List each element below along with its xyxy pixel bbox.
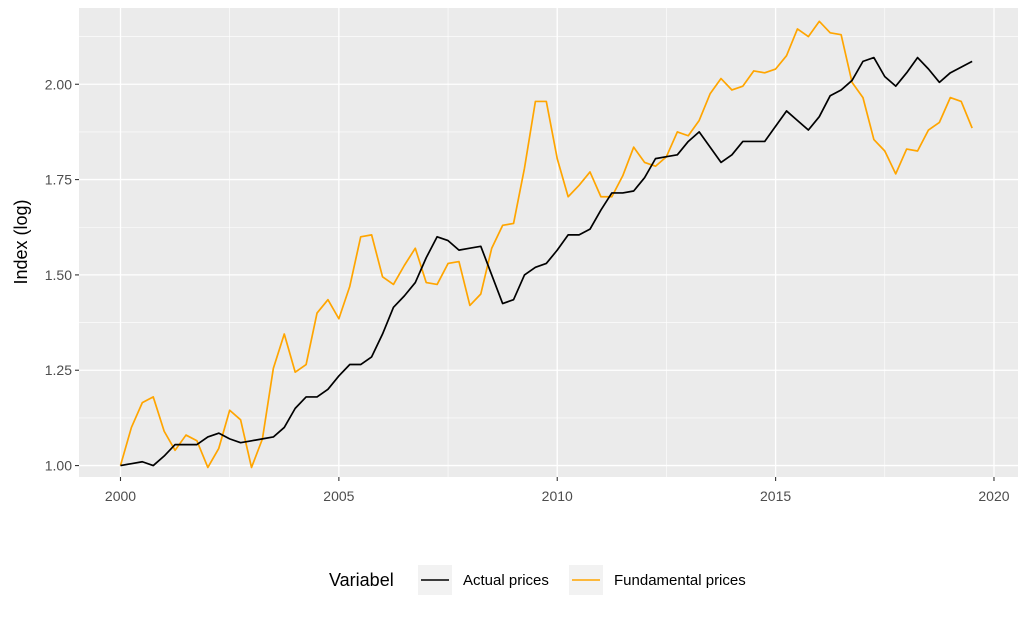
y-axis-title: Index (log) bbox=[11, 199, 31, 284]
x-tick-label: 2010 bbox=[542, 488, 573, 504]
y-tick-label: 2.00 bbox=[45, 76, 72, 92]
y-axis: 1.00 1.25 1.50 1.75 2.00 bbox=[45, 76, 79, 474]
x-axis: 2000 2005 2010 2015 2020 bbox=[105, 477, 1010, 504]
x-tick-label: 2015 bbox=[760, 488, 791, 504]
legend-title: Variabel bbox=[329, 570, 394, 590]
x-tick-label: 2000 bbox=[105, 488, 136, 504]
legend-label-fundamental: Fundamental prices bbox=[614, 572, 746, 589]
series-lines bbox=[119, 20, 973, 469]
x-tick-label: 2005 bbox=[323, 488, 354, 504]
y-tick-label: 1.75 bbox=[45, 172, 72, 188]
y-tick-label: 1.00 bbox=[45, 458, 72, 474]
y-tick-label: 1.50 bbox=[45, 267, 72, 283]
legend-label-actual: Actual prices bbox=[463, 572, 549, 589]
y-tick-label: 1.25 bbox=[45, 362, 72, 378]
series-line-actual bbox=[120, 56, 973, 467]
plot-panel bbox=[79, 8, 1018, 477]
legend: Variabel Actual prices Fundamental price… bbox=[329, 565, 746, 595]
major-gridlines bbox=[79, 8, 1018, 477]
x-tick-label: 2020 bbox=[978, 488, 1009, 504]
minor-gridlines bbox=[79, 8, 1018, 477]
